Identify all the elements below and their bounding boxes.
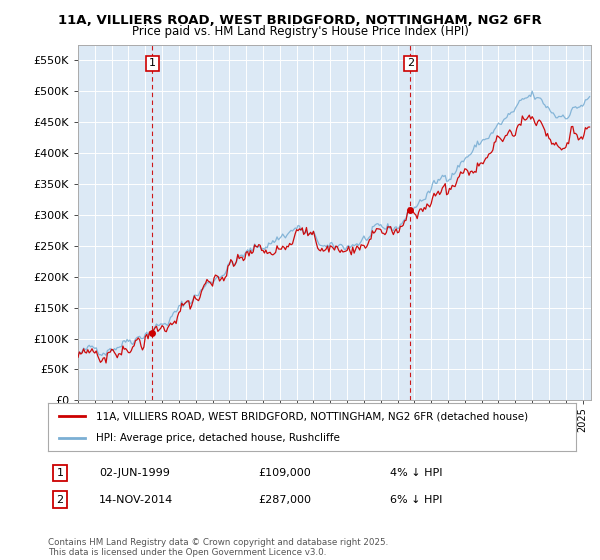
Text: 1: 1 (56, 468, 64, 478)
Text: 14-NOV-2014: 14-NOV-2014 (99, 494, 173, 505)
Text: 2: 2 (56, 494, 64, 505)
Text: 02-JUN-1999: 02-JUN-1999 (99, 468, 170, 478)
Text: Contains HM Land Registry data © Crown copyright and database right 2025.
This d: Contains HM Land Registry data © Crown c… (48, 538, 388, 557)
Text: 6% ↓ HPI: 6% ↓ HPI (390, 494, 442, 505)
Text: 4% ↓ HPI: 4% ↓ HPI (390, 468, 443, 478)
Text: 11A, VILLIERS ROAD, WEST BRIDGFORD, NOTTINGHAM, NG2 6FR: 11A, VILLIERS ROAD, WEST BRIDGFORD, NOTT… (58, 14, 542, 27)
Text: HPI: Average price, detached house, Rushcliffe: HPI: Average price, detached house, Rush… (95, 433, 340, 443)
Text: £109,000: £109,000 (258, 468, 311, 478)
Text: £287,000: £287,000 (258, 494, 311, 505)
Text: 11A, VILLIERS ROAD, WEST BRIDGFORD, NOTTINGHAM, NG2 6FR (detached house): 11A, VILLIERS ROAD, WEST BRIDGFORD, NOTT… (95, 411, 527, 421)
Text: Price paid vs. HM Land Registry's House Price Index (HPI): Price paid vs. HM Land Registry's House … (131, 25, 469, 38)
Text: 2: 2 (407, 58, 414, 68)
Text: 1: 1 (149, 58, 156, 68)
